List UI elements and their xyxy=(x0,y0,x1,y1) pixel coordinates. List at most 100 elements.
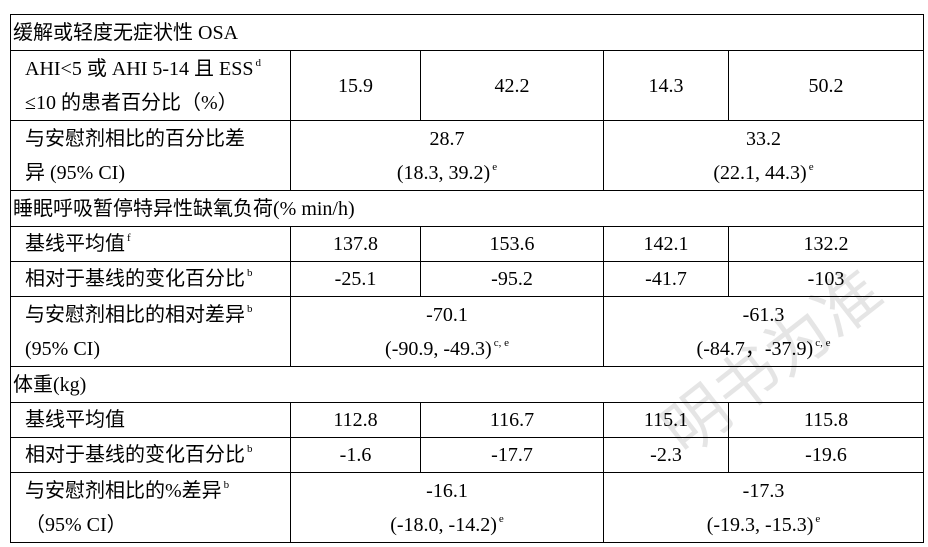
value-cell: 116.7 xyxy=(420,402,604,438)
difference-value: -70.1 xyxy=(426,303,468,326)
difference-cell: -70.1 (-90.9, -49.3) c, e xyxy=(290,296,604,367)
label-text: ≤10 的患者百分比（%） xyxy=(25,91,238,114)
row-label: 与安慰剂相比的百分比差异 (95% CI) xyxy=(10,120,291,191)
label-line: 异 (95% CI) xyxy=(25,156,290,190)
footnote-mark: d xyxy=(255,56,262,69)
row-label: 相对于基线的变化百分比 b xyxy=(10,261,291,297)
confidence-interval: (-84.7，-37.9) c, e xyxy=(604,332,923,366)
difference-value: 33.2 xyxy=(746,127,781,150)
difference-value: -16.1 xyxy=(426,479,468,502)
data-row: 相对于基线的变化百分比 b -1.6 -17.7 -2.3 -19.6 xyxy=(10,437,924,473)
label-line: 与安慰剂相比的百分比差 xyxy=(25,122,290,156)
section-row: 睡眠呼吸暂停特异性缺氧负荷(% min/h) xyxy=(10,190,924,227)
section-row: 缓解或轻度无症状性 OSA xyxy=(10,14,924,51)
confidence-interval: (22.1, 44.3) e xyxy=(604,156,923,190)
label-text: 与安慰剂相比的%差异 xyxy=(25,479,222,502)
value-cell: 115.1 xyxy=(603,402,729,438)
difference-cell: 28.7 (18.3, 39.2) e xyxy=(290,120,604,191)
ci-text: (-90.9, -49.3) xyxy=(385,337,492,360)
difference-cell: -17.3 (-19.3, -15.3) e xyxy=(603,472,924,543)
label-line: ≤10 的患者百分比（%） xyxy=(25,86,290,120)
value-cell: -1.6 xyxy=(290,437,421,473)
value-cell: 115.8 xyxy=(728,402,924,438)
footnote-mark: c, e xyxy=(493,336,509,349)
section-title: 缓解或轻度无症状性 OSA xyxy=(10,14,924,51)
value-cell: -103 xyxy=(728,261,924,297)
label-text: (95% CI) xyxy=(25,337,100,360)
footnote-mark: b xyxy=(223,478,230,491)
data-row: 基线平均值 112.8 116.7 115.1 115.8 xyxy=(10,402,924,438)
ci-text: (22.1, 44.3) xyxy=(713,161,807,184)
ci-text: (-18.0, -14.2) xyxy=(390,513,497,536)
footnote-mark: e xyxy=(492,160,498,173)
section-title: 体重(kg) xyxy=(10,366,924,403)
label-text: 异 (95% CI) xyxy=(25,161,125,184)
label-text: 相对于基线的变化百分比 xyxy=(25,444,245,466)
label-text: 相对于基线的变化百分比 xyxy=(25,268,245,290)
value-cell: 137.8 xyxy=(290,226,421,262)
label-line: 相对于基线的变化百分比 b xyxy=(25,438,290,472)
label-line: （95% CI） xyxy=(25,508,290,542)
label-text: 基线平均值 xyxy=(25,409,125,431)
footnote-mark: e xyxy=(815,512,821,525)
data-row: 基线平均值 f 137.8 153.6 142.1 132.2 xyxy=(10,226,924,262)
value-cell: 14.3 xyxy=(603,50,729,121)
results-table: 缓解或轻度无症状性 OSA AHI<5 或 AHI 5-14 且 ESS d ≤10 … xyxy=(10,14,924,543)
data-row: 相对于基线的变化百分比 b -25.1 -95.2 -41.7 -103 xyxy=(10,261,924,297)
row-label: 与安慰剂相比的相对差异 b (95% CI) xyxy=(10,296,291,367)
value-cell: 142.1 xyxy=(603,226,729,262)
label-line: AHI<5 或 AHI 5-14 且 ESS d xyxy=(25,52,290,86)
label-line: 与安慰剂相比的%差异 b xyxy=(25,474,290,508)
label-line: 与安慰剂相比的相对差异 b xyxy=(25,298,290,332)
label-line: 基线平均值 f xyxy=(25,227,290,261)
row-label: 基线平均值 xyxy=(10,402,291,438)
ci-text: (-19.3, -15.3) xyxy=(706,513,814,536)
data-row: AHI<5 或 AHI 5-14 且 ESS d ≤10 的患者百分比（%） 15.9… xyxy=(10,50,924,121)
label-line: 相对于基线的变化百分比 b xyxy=(25,262,290,296)
confidence-interval: (18.3, 39.2) e xyxy=(291,156,603,190)
label-text: AHI<5 或 AHI 5-14 且 ESS xyxy=(25,57,254,80)
footnote-mark: e xyxy=(498,512,504,525)
value-cell: -2.3 xyxy=(603,437,729,473)
value-cell: 153.6 xyxy=(420,226,604,262)
footnote-mark: b xyxy=(247,267,253,279)
footnote-mark: b xyxy=(247,302,253,315)
value-cell: 15.9 xyxy=(290,50,421,121)
row-label: 与安慰剂相比的%差异 b （95% CI） xyxy=(10,472,291,543)
data-row: 与安慰剂相比的%差异 b （95% CI） -16.1 (-18.0, -14.2) e -… xyxy=(10,472,924,543)
difference-cell: -61.3 (-84.7，-37.9) c, e xyxy=(603,296,924,367)
section-row: 体重(kg) xyxy=(10,366,924,403)
label-line: (95% CI) xyxy=(25,332,290,366)
footnote-mark: f xyxy=(127,232,131,244)
ci-text: (-84.7，-37.9) xyxy=(696,337,814,360)
difference-cell: 33.2 (22.1, 44.3) e xyxy=(603,120,924,191)
difference-value: -17.3 xyxy=(742,479,785,502)
value-cell: -17.7 xyxy=(420,437,604,473)
footnote-mark: e xyxy=(808,160,814,173)
footnote-mark: c, e xyxy=(815,336,831,349)
difference-value: 28.7 xyxy=(429,127,465,150)
difference-value: -61.3 xyxy=(742,303,785,326)
label-text: 与安慰剂相比的百分比差 xyxy=(25,127,245,150)
row-label: AHI<5 或 AHI 5-14 且 ESS d ≤10 的患者百分比（%） xyxy=(10,50,291,121)
row-label: 基线平均值 f xyxy=(10,226,291,262)
value-cell: 42.2 xyxy=(420,50,604,121)
value-cell: 50.2 xyxy=(728,50,924,121)
section-title: 睡眠呼吸暂停特异性缺氧负荷(% min/h) xyxy=(10,190,924,227)
value-cell: 112.8 xyxy=(290,402,421,438)
confidence-interval: (-19.3, -15.3) e xyxy=(604,508,923,542)
data-row: 与安慰剂相比的相对差异 b (95% CI) -70.1 (-90.9, -49.3) c… xyxy=(10,296,924,367)
difference-cell: -16.1 (-18.0, -14.2) e xyxy=(290,472,604,543)
confidence-interval: (-90.9, -49.3) c, e xyxy=(291,332,603,366)
value-cell: -19.6 xyxy=(728,437,924,473)
row-label: 相对于基线的变化百分比 b xyxy=(10,437,291,473)
confidence-interval: (-18.0, -14.2) e xyxy=(291,508,603,542)
footnote-mark: b xyxy=(247,443,253,455)
value-cell: 132.2 xyxy=(728,226,924,262)
value-cell: -25.1 xyxy=(290,261,421,297)
value-cell: -41.7 xyxy=(603,261,729,297)
label-text: （95% CI） xyxy=(25,513,127,536)
label-text: 与安慰剂相比的相对差异 xyxy=(25,303,245,326)
data-row: 与安慰剂相比的百分比差异 (95% CI) 28.7 (18.3, 39.2) e 33… xyxy=(10,120,924,191)
